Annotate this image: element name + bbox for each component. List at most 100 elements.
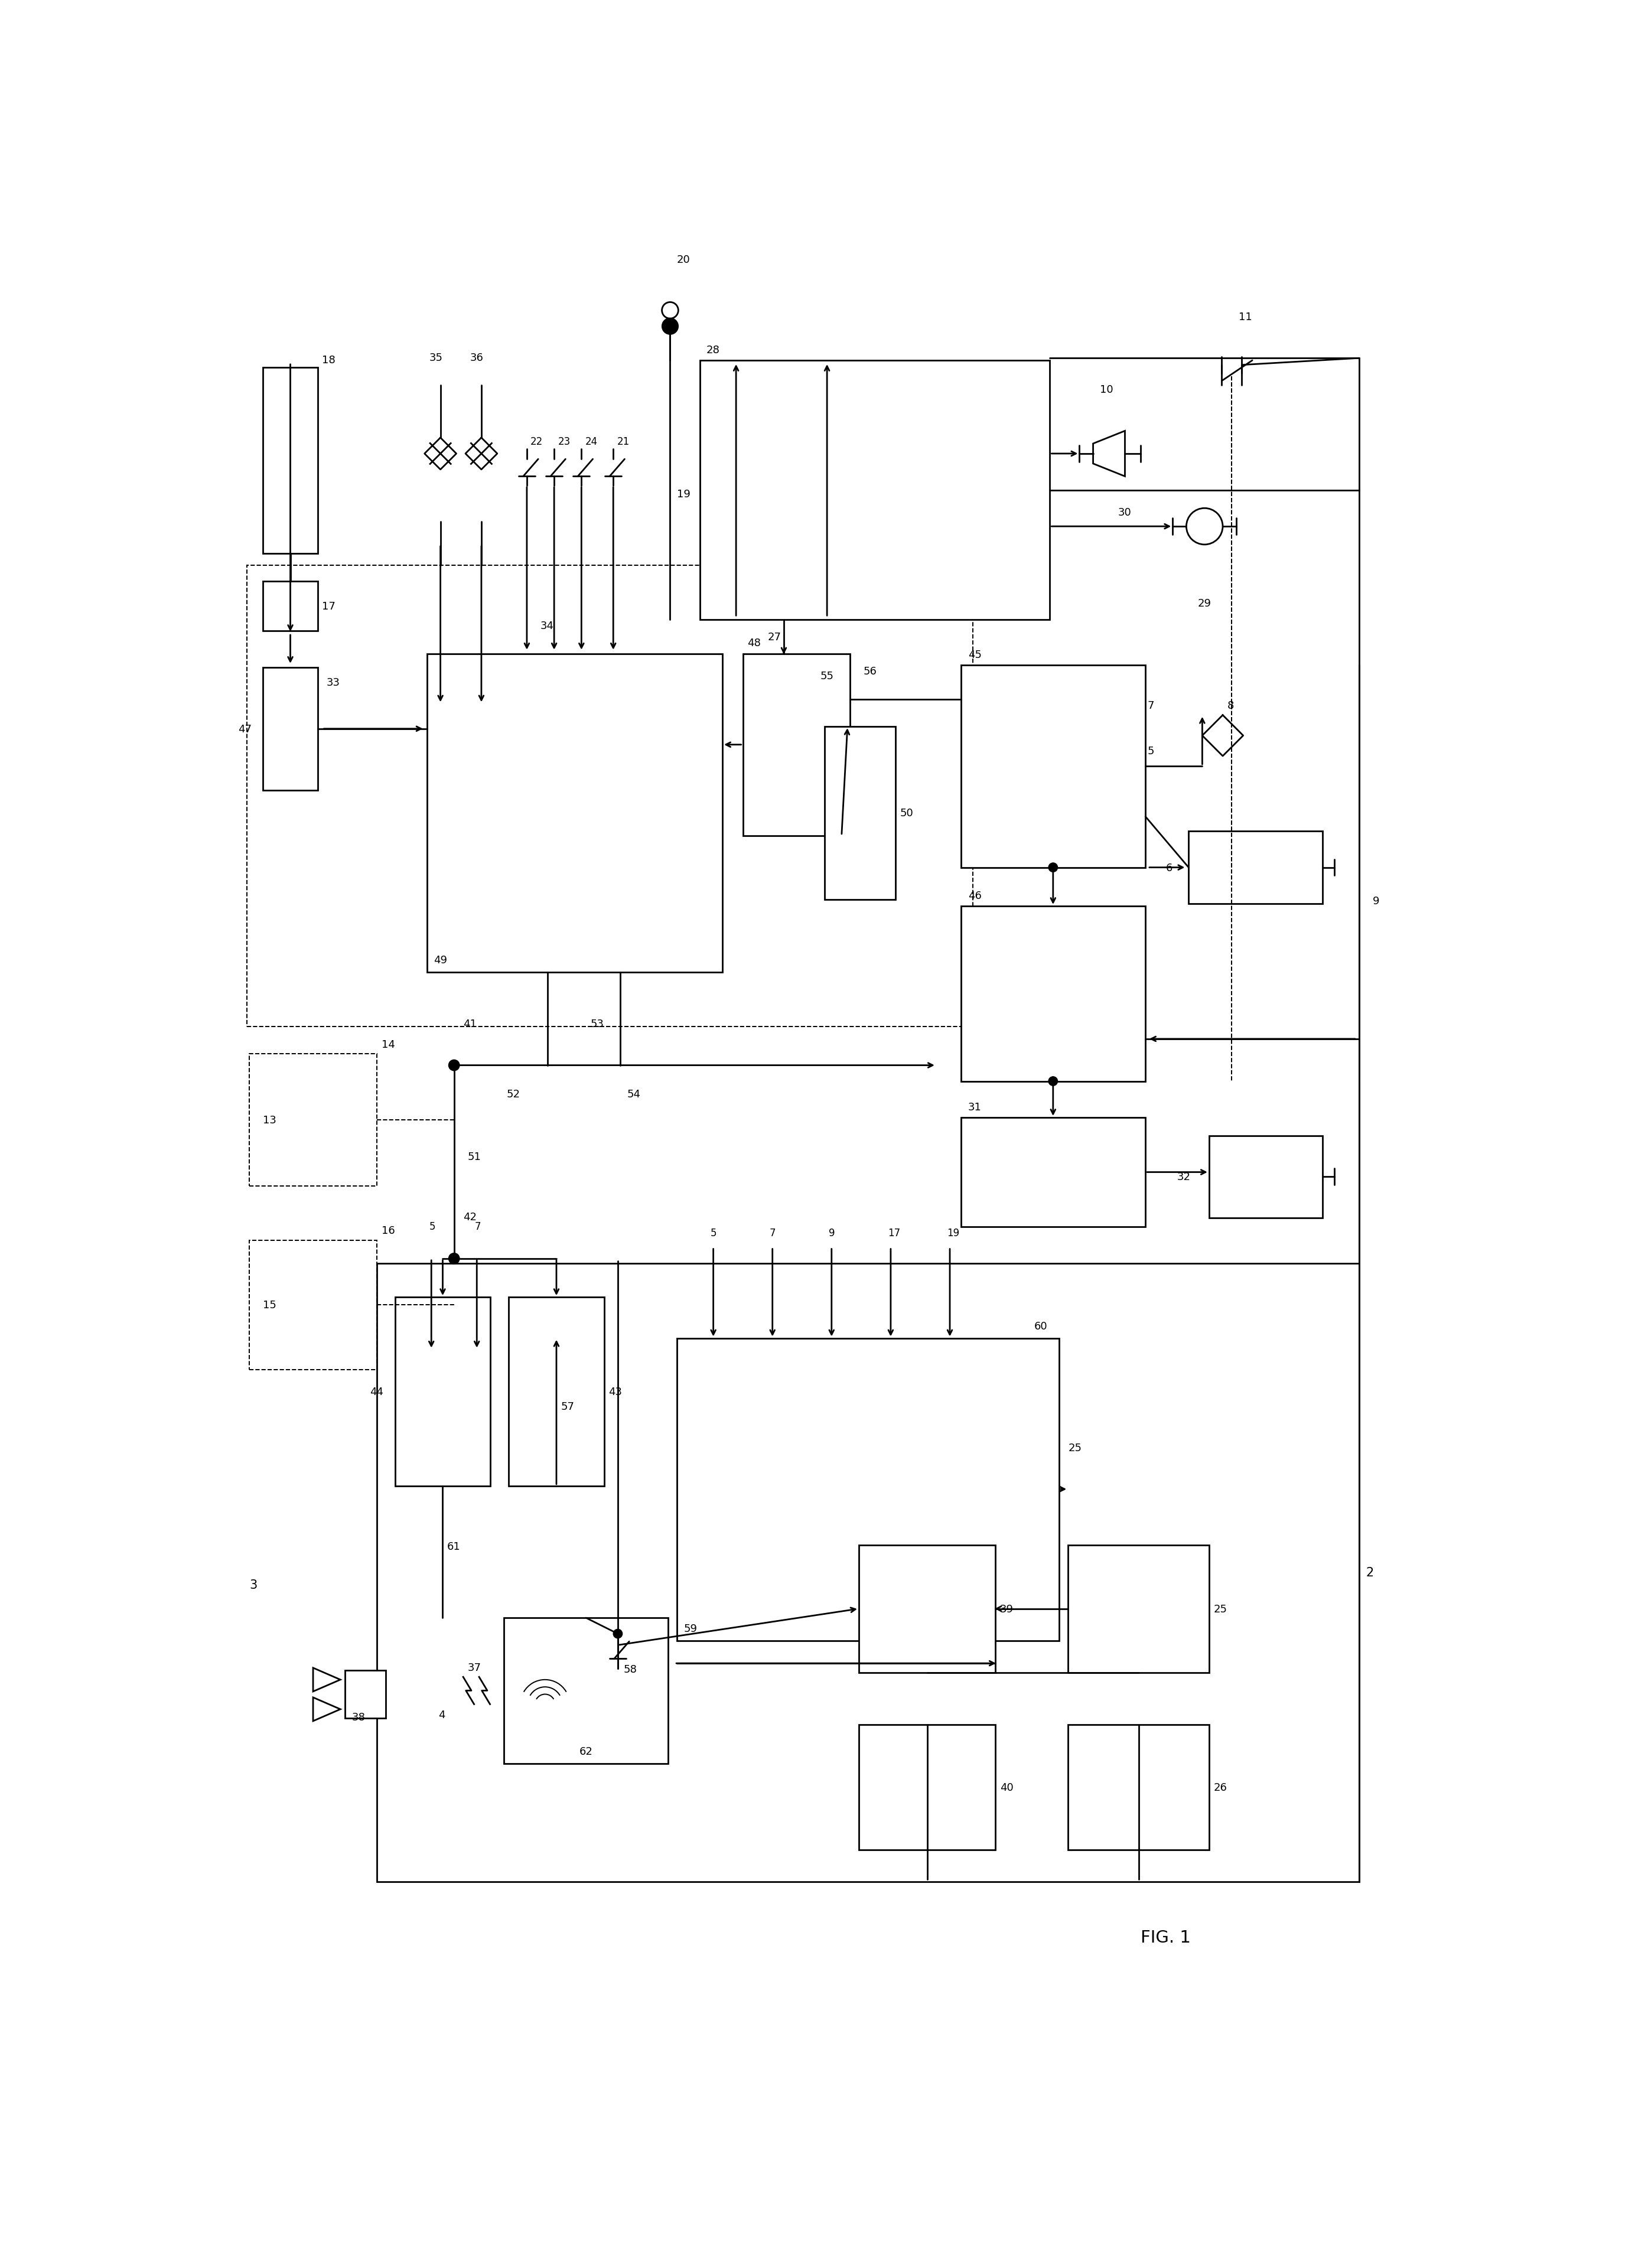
Text: 22: 22: [530, 435, 543, 447]
Circle shape: [1187, 508, 1223, 544]
Circle shape: [1048, 1077, 1058, 1086]
Text: 16: 16: [381, 1225, 394, 1236]
Text: 13: 13: [263, 1116, 276, 1125]
Text: 47: 47: [239, 723, 252, 735]
Circle shape: [662, 318, 679, 336]
Text: 49: 49: [433, 955, 448, 966]
Bar: [1068, 1545, 1208, 1672]
Text: 37: 37: [468, 1662, 481, 1672]
Text: 29: 29: [1198, 599, 1212, 608]
Text: 58: 58: [623, 1665, 636, 1674]
Text: 3: 3: [250, 1579, 257, 1590]
Circle shape: [448, 1254, 459, 1263]
Bar: [396, 1297, 490, 1486]
Text: 2: 2: [1365, 1567, 1373, 1579]
Circle shape: [613, 1628, 623, 1637]
Text: 4: 4: [438, 1710, 445, 1719]
Text: 44: 44: [370, 1386, 384, 1397]
Text: FIG. 1: FIG. 1: [1141, 1928, 1190, 1946]
Bar: [504, 1617, 667, 1765]
Text: 6: 6: [1166, 862, 1172, 873]
Bar: [263, 367, 317, 553]
Text: 26: 26: [1213, 1783, 1228, 1792]
Text: 30: 30: [1118, 508, 1131, 517]
Text: 33: 33: [327, 678, 340, 687]
Circle shape: [662, 302, 679, 320]
Text: 5: 5: [1148, 746, 1154, 755]
Text: 11: 11: [1239, 311, 1252, 322]
Text: 19: 19: [677, 490, 690, 499]
Bar: [263, 667, 317, 792]
Text: 40: 40: [1001, 1783, 1014, 1792]
Text: 9: 9: [1373, 896, 1380, 907]
Text: 56: 56: [863, 667, 876, 676]
Text: 18: 18: [322, 354, 335, 365]
Text: 51: 51: [468, 1152, 481, 1161]
Text: 41: 41: [463, 1018, 477, 1030]
Text: 48: 48: [747, 637, 760, 649]
Text: 60: 60: [1033, 1320, 1048, 1331]
Text: 7: 7: [1148, 701, 1154, 710]
Text: 20: 20: [677, 254, 690, 265]
Bar: [1189, 832, 1323, 905]
Text: 19: 19: [947, 1227, 960, 1238]
Text: 35: 35: [428, 352, 443, 363]
Bar: [677, 1338, 1059, 1640]
Bar: [824, 726, 896, 900]
Text: 62: 62: [579, 1746, 594, 1758]
Bar: [250, 1241, 376, 1370]
Bar: [961, 665, 1146, 869]
Bar: [508, 1297, 605, 1486]
Bar: [961, 907, 1146, 1082]
Text: 25: 25: [1068, 1442, 1082, 1454]
Bar: [742, 653, 850, 837]
Text: 53: 53: [590, 1018, 603, 1030]
Text: 45: 45: [968, 649, 981, 660]
Text: 28: 28: [706, 345, 719, 356]
Text: 5: 5: [711, 1227, 716, 1238]
Text: 57: 57: [561, 1402, 574, 1413]
Text: 34: 34: [541, 621, 554, 631]
Text: 14: 14: [381, 1039, 394, 1050]
Bar: [700, 361, 1050, 619]
Bar: [858, 1724, 996, 1851]
Text: 61: 61: [448, 1542, 461, 1551]
Text: 55: 55: [821, 671, 834, 680]
Bar: [1208, 1136, 1323, 1218]
Bar: [858, 1545, 996, 1672]
Text: 50: 50: [899, 807, 914, 819]
Text: 25: 25: [1213, 1603, 1228, 1615]
Text: 32: 32: [1177, 1173, 1190, 1182]
Bar: [247, 565, 973, 1027]
Text: 23: 23: [558, 435, 571, 447]
Bar: [961, 1118, 1146, 1227]
Text: 52: 52: [507, 1089, 520, 1100]
Bar: [427, 653, 723, 973]
Text: 15: 15: [263, 1300, 276, 1311]
Text: 54: 54: [626, 1089, 641, 1100]
Bar: [345, 1669, 386, 1717]
Text: 7: 7: [770, 1227, 777, 1238]
Text: 42: 42: [463, 1211, 477, 1222]
Text: 59: 59: [683, 1624, 698, 1633]
Text: 5: 5: [428, 1220, 435, 1232]
Text: 39: 39: [1001, 1603, 1014, 1615]
Text: 27: 27: [768, 633, 782, 642]
Text: 43: 43: [608, 1386, 623, 1397]
Text: 17: 17: [888, 1227, 901, 1238]
Circle shape: [448, 1059, 459, 1070]
Text: 38: 38: [352, 1712, 365, 1721]
Text: 46: 46: [968, 891, 981, 900]
Text: 31: 31: [968, 1102, 981, 1111]
Text: 36: 36: [469, 352, 484, 363]
Bar: [376, 1263, 1359, 1882]
Bar: [250, 1055, 376, 1186]
Text: 8: 8: [1228, 701, 1234, 710]
Text: 24: 24: [585, 435, 597, 447]
Text: 9: 9: [829, 1227, 835, 1238]
Text: 7: 7: [474, 1220, 481, 1232]
Text: 10: 10: [1100, 383, 1113, 395]
Text: 21: 21: [616, 435, 629, 447]
Bar: [1068, 1724, 1208, 1851]
Text: 17: 17: [322, 601, 335, 612]
